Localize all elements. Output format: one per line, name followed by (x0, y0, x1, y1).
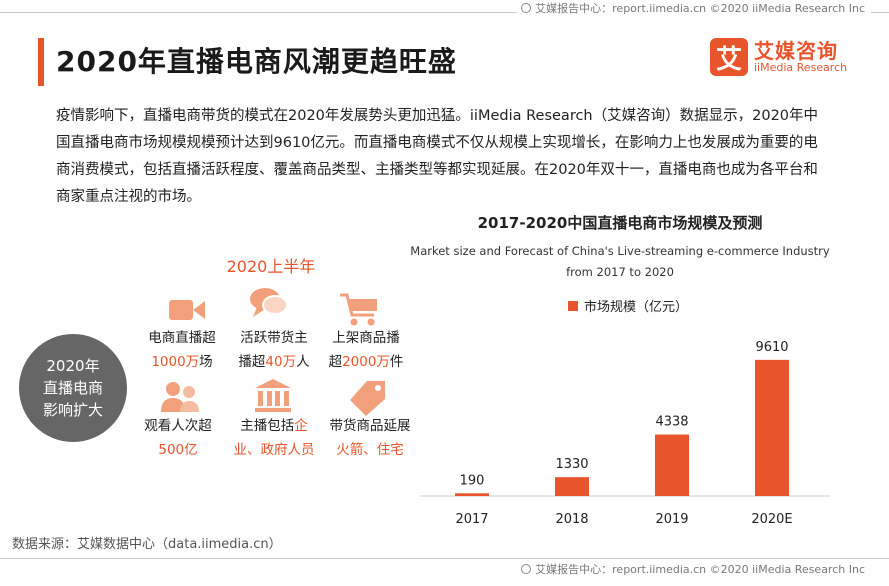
circle-line-3: 影响扩大 (42, 401, 103, 419)
credit-text: 艾媒报告中心：report.iimedia.cn ©2020 iiMedia R… (535, 563, 865, 576)
data-label-2019: 4338 (655, 415, 688, 430)
bar-2020E (755, 359, 789, 496)
globe-icon (521, 564, 532, 574)
data-source: 数据来源：艾媒数据中心（data.iimedia.cn） (12, 537, 282, 552)
bottom-rule (0, 558, 889, 559)
period-heading: 2020上半年 (226, 257, 316, 276)
logo-mark: 艾 (710, 38, 748, 76)
circle-line-1: 2020年 (46, 357, 100, 375)
x-tick-2020E: 2020E (751, 512, 792, 527)
page-title: 2020年直播电商风潮更趋旺盛 (56, 45, 457, 78)
globe-icon (521, 3, 532, 13)
header-credit: 艾媒报告中心：report.iimedia.cn ©2020 iiMedia R… (517, 0, 871, 16)
chart-subtitle: Market size and Forecast of China's Live… (410, 241, 830, 283)
data-label-2018: 1330 (555, 457, 588, 472)
stat-live-sessions: 电商直播超 1000万场 (148, 330, 216, 370)
x-tick-2017: 2017 (455, 512, 488, 527)
intro-paragraph: 疫情影响下，直播电商带货的模式在2020年发展势头更加迅猛。iiMedia Re… (56, 108, 819, 205)
footer-credit: 艾媒报告中心：report.iimedia.cn ©2020 iiMedia R… (517, 561, 871, 577)
chart-subtitle-line-1: Market size and Forecast of China's Live… (410, 244, 830, 258)
data-label-2020E: 9610 (755, 340, 788, 355)
legend-swatch (568, 300, 578, 311)
title-accent-bar (38, 38, 44, 86)
stat-product-types: 带货商品延展 火箭、住宅 (329, 418, 411, 458)
data-label-2017: 190 (460, 473, 485, 488)
bar-2019 (655, 434, 689, 496)
x-tick-2018: 2018 (555, 512, 588, 527)
legend-label: 市场规模（亿元） (584, 300, 689, 315)
chart-subtitle-line-2: from 2017 to 2020 (566, 265, 674, 279)
bar-2018 (555, 477, 589, 496)
impact-circle: 2020年 直播电商 影响扩大 (19, 334, 127, 442)
chart-title: 2017-2020中国直播电商市场规模及预测 (477, 214, 763, 232)
circle-line-2: 直播电商 (42, 379, 103, 397)
x-tick-2019: 2019 (655, 512, 688, 527)
chat-bubbles-icon (250, 288, 288, 317)
audience-icon (161, 382, 199, 412)
chart-legend: 市场规模（亿元） (568, 296, 688, 315)
logo-en-text: iiMedia Research (754, 60, 848, 74)
price-tag-icon (350, 381, 385, 416)
video-camera-icon (169, 300, 205, 320)
brand-logo[interactable]: 艾 艾媒咨询 iiMedia Research (710, 38, 847, 76)
institution-icon (255, 379, 291, 412)
stat-listed-products: 上架商品播 超2000万件 (328, 330, 404, 370)
top-rule (0, 12, 889, 13)
stat-views: 观看人次超 500亿 (144, 418, 212, 458)
bar-chart: 190 2017 1330 2018 4338 2019 9610 2020E (420, 340, 830, 527)
shopping-cart-icon (340, 293, 377, 326)
stat-active-hosts: 活跃带货主 播超40万人 (238, 330, 310, 370)
bar-2017 (455, 493, 489, 496)
logo-cn-text: 艾媒咨询 (754, 38, 838, 63)
stat-host-types: 主播包括企 业、政府人员 (233, 418, 315, 458)
credit-text: 艾媒报告中心：report.iimedia.cn ©2020 iiMedia R… (535, 2, 865, 15)
